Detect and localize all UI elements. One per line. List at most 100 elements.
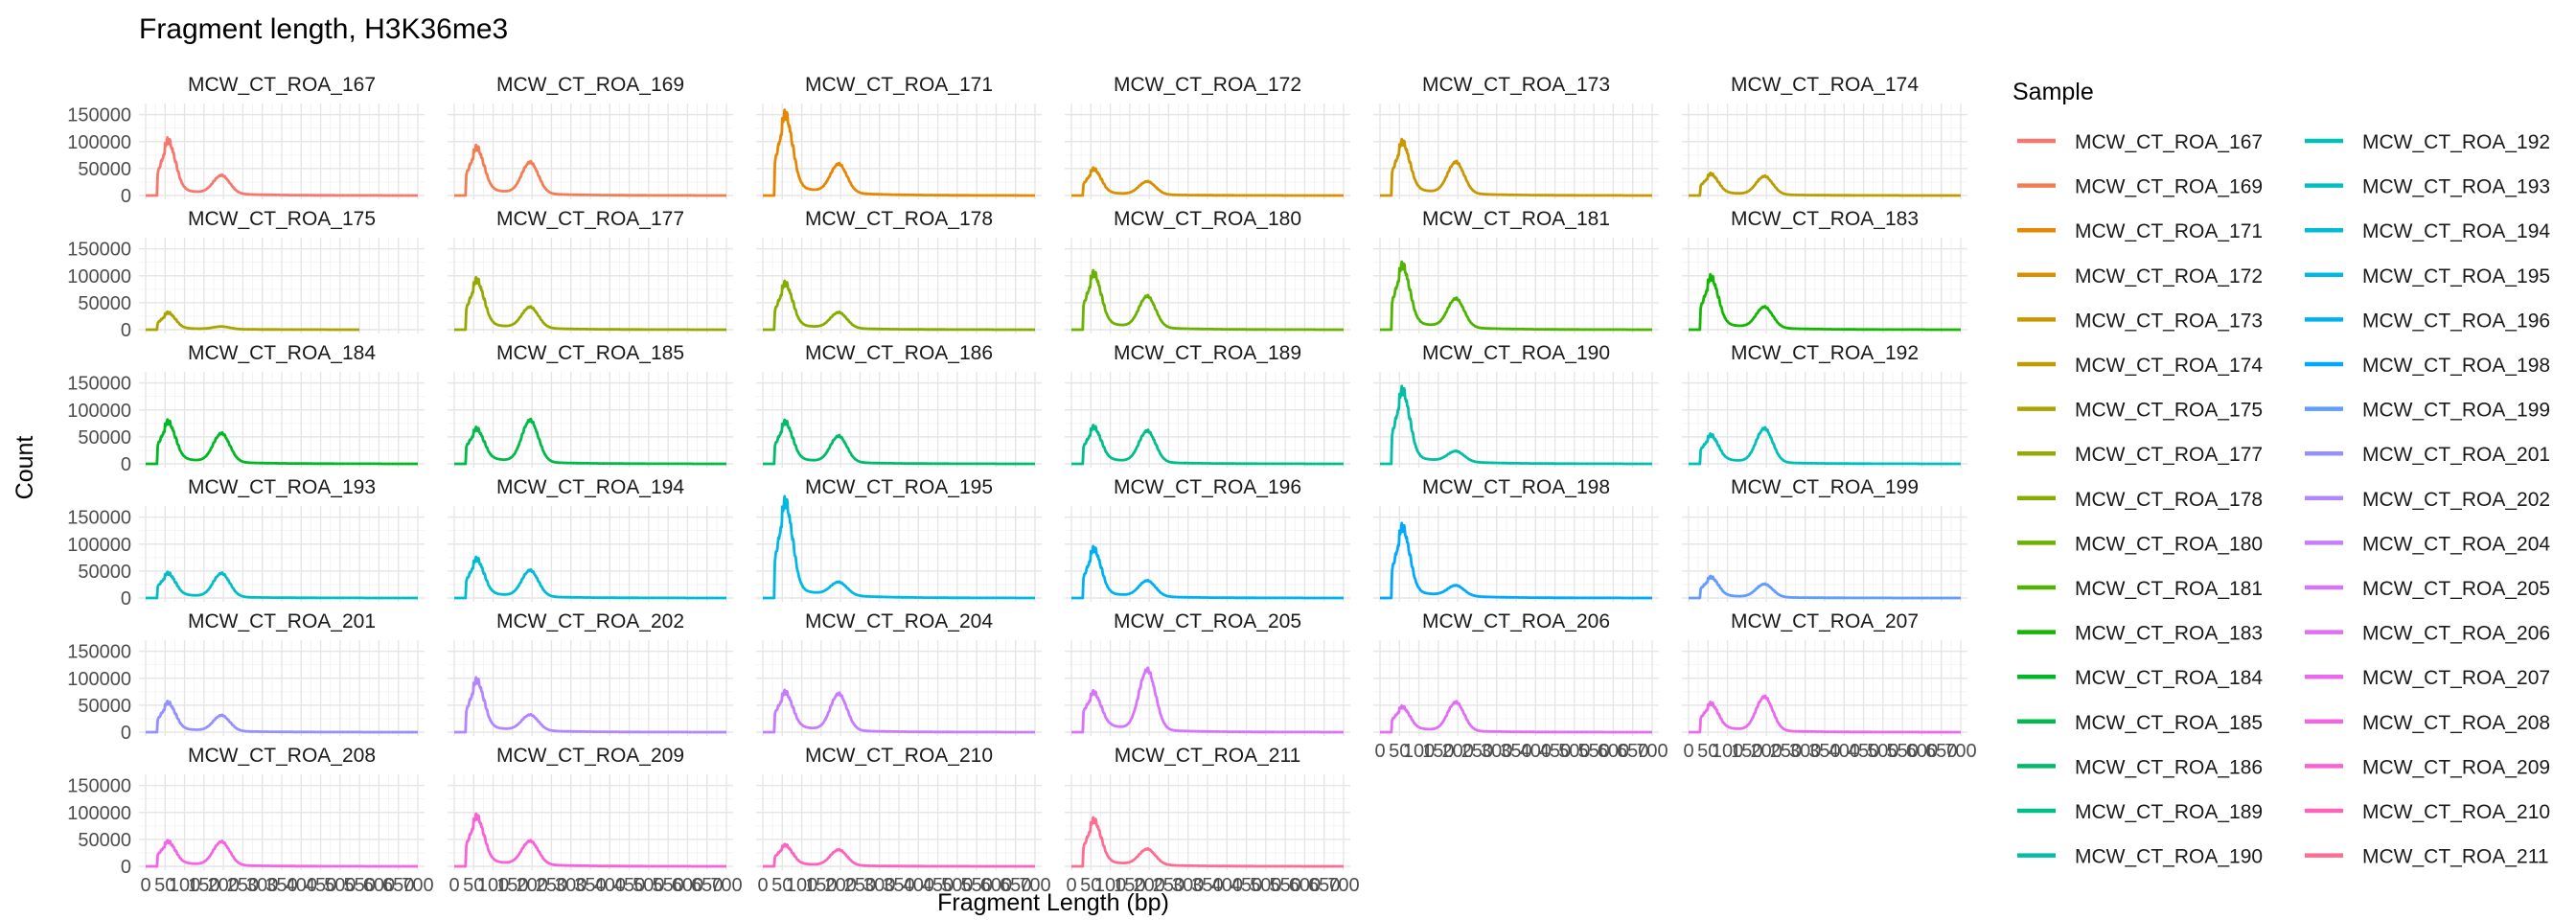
x-tick-label: 300 <box>555 875 586 896</box>
series-line <box>1688 574 1962 600</box>
facet-panel: MCW_CT_ROA_178 <box>756 208 1042 334</box>
facet-strip-label: MCW_CT_ROA_204 <box>805 610 993 632</box>
x-tick-label: 50 <box>1697 741 1718 762</box>
facet-panel: MCW_CT_ROA_185 <box>448 342 733 468</box>
facet-panel: MCW_CT_ROA_189 <box>1065 342 1350 468</box>
series-line <box>145 136 419 197</box>
facet-panel: MCW_CT_ROA_201 0 50000 100000 150000 <box>67 610 425 744</box>
x-tick-label: 500 <box>324 875 356 896</box>
x-tick-label: 150 <box>496 875 528 896</box>
x-tick-label: 400 <box>1828 741 1860 762</box>
x-tick-label: 100 <box>169 875 200 896</box>
x-tick-label: 0 <box>1374 741 1385 762</box>
legend-item: MCW_CT_ROA_207 <box>2305 667 2550 689</box>
chart-title: Fragment length, H3K36me3 <box>139 13 508 45</box>
series-line <box>1379 384 1653 466</box>
legend-item: MCW_CT_ROA_189 <box>2017 801 2263 823</box>
facet-panel: MCW_CT_ROA_169 <box>448 74 733 199</box>
x-tick-label: 50 <box>1080 875 1101 896</box>
facet-strip-label: MCW_CT_ROA_184 <box>188 342 376 364</box>
series-line <box>762 418 1036 466</box>
facet-panel: MCW_CT_ROA_196 <box>1065 476 1350 602</box>
legend-label: MCW_CT_ROA_199 <box>2362 400 2550 422</box>
legend-label: MCW_CT_ROA_204 <box>2362 533 2550 555</box>
legend-item: MCW_CT_ROA_208 <box>2305 712 2550 734</box>
x-tick-label: 700 <box>402 875 433 896</box>
y-tick-label: 150000 <box>67 240 131 261</box>
x-tick-label: 200 <box>207 875 239 896</box>
legend-label: MCW_CT_ROA_205 <box>2362 578 2550 600</box>
series-line <box>453 143 727 197</box>
series-line <box>145 700 419 734</box>
facet-strip-label: MCW_CT_ROA_167 <box>188 74 376 96</box>
x-tick-label: 650 <box>1617 741 1648 762</box>
legend-item: MCW_CT_ROA_210 <box>2305 801 2550 823</box>
facet-panel: MCW_CT_ROA_211 0 5010015020025030035040045… <box>1065 745 1360 896</box>
facet-panel: MCW_CT_ROA_202 <box>448 610 733 736</box>
legend-label: MCW_CT_ROA_201 <box>2362 444 2550 466</box>
y-tick-label: 0 <box>121 320 131 341</box>
x-tick-label: 300 <box>1789 741 1821 762</box>
x-tick-label: 400 <box>594 875 626 896</box>
facet-panel: MCW_CT_ROA_184 0 50000 100000 150000 <box>67 342 425 475</box>
y-tick-label: 0 <box>121 588 131 610</box>
x-tick-label: 500 <box>632 875 664 896</box>
x-tick-label: 600 <box>672 875 703 896</box>
legend-label: MCW_CT_ROA_174 <box>2075 355 2263 377</box>
x-tick-label: 0 <box>140 875 150 896</box>
y-tick-label: 100000 <box>67 535 131 556</box>
x-tick-label: 100 <box>1712 741 1743 762</box>
legend-item: MCW_CT_ROA_204 <box>2305 533 2550 555</box>
legend-item: MCW_CT_ROA_195 <box>2305 265 2550 288</box>
legend-label: MCW_CT_ROA_167 <box>2075 131 2263 153</box>
legend-label: MCW_CT_ROA_206 <box>2362 623 2550 645</box>
legend-label: MCW_CT_ROA_202 <box>2362 489 2550 511</box>
x-tick-label: 350 <box>883 875 914 896</box>
x-tick-label: 200 <box>516 875 547 896</box>
x-tick-label: 350 <box>1500 741 1531 762</box>
x-tick-label: 150 <box>1114 875 1145 896</box>
x-tick-label: 250 <box>1770 741 1802 762</box>
x-tick-label: 200 <box>1441 741 1473 762</box>
facet-strip-label: MCW_CT_ROA_193 <box>188 476 376 498</box>
facet-strip-label: MCW_CT_ROA_180 <box>1114 208 1301 230</box>
series-line <box>762 279 1036 332</box>
x-tick-label: 200 <box>1133 875 1164 896</box>
legend-item: MCW_CT_ROA_192 <box>2305 131 2550 153</box>
x-tick-label: 400 <box>1520 741 1552 762</box>
x-tick-label: 650 <box>1925 741 1957 762</box>
y-tick-label: 150000 <box>67 508 131 529</box>
series-line <box>145 570 419 600</box>
series-line <box>762 494 1036 600</box>
x-tick-label: 700 <box>1636 741 1668 762</box>
facet-panel: MCW_CT_ROA_186 <box>756 342 1042 468</box>
series-line <box>453 555 727 600</box>
x-tick-label: 250 <box>536 875 567 896</box>
y-tick-label: 50000 <box>78 562 131 583</box>
facet-strip-label: MCW_CT_ROA_201 <box>188 610 376 632</box>
y-tick-label: 150000 <box>67 374 131 395</box>
series-line <box>453 676 727 734</box>
x-tick-label: 150 <box>1731 741 1762 762</box>
x-tick-label: 250 <box>844 875 876 896</box>
facet-strip-label: MCW_CT_ROA_194 <box>496 476 684 498</box>
facet-strip-label: MCW_CT_ROA_192 <box>1731 342 1919 364</box>
legend-label: MCW_CT_ROA_190 <box>2075 846 2263 868</box>
y-tick-label: 100000 <box>67 803 131 824</box>
x-tick-label: 350 <box>265 875 297 896</box>
legend-label: MCW_CT_ROA_184 <box>2075 667 2263 689</box>
facet-strip-label: MCW_CT_ROA_186 <box>805 342 993 364</box>
x-tick-label: 650 <box>382 875 414 896</box>
x-tick-label: 100 <box>786 875 817 896</box>
x-tick-label: 0 <box>1066 875 1076 896</box>
legend-label: MCW_CT_ROA_207 <box>2362 667 2550 689</box>
facet-strip-label: MCW_CT_ROA_196 <box>1114 476 1301 498</box>
x-tick-label: 250 <box>227 875 259 896</box>
facet-strip-label: MCW_CT_ROA_208 <box>188 745 376 767</box>
series-line <box>1070 424 1345 466</box>
series-line <box>1379 700 1653 734</box>
legend-label: MCW_CT_ROA_175 <box>2075 400 2263 422</box>
facet-strip-label: MCW_CT_ROA_178 <box>805 208 993 230</box>
legend-item: MCW_CT_ROA_206 <box>2305 623 2550 645</box>
